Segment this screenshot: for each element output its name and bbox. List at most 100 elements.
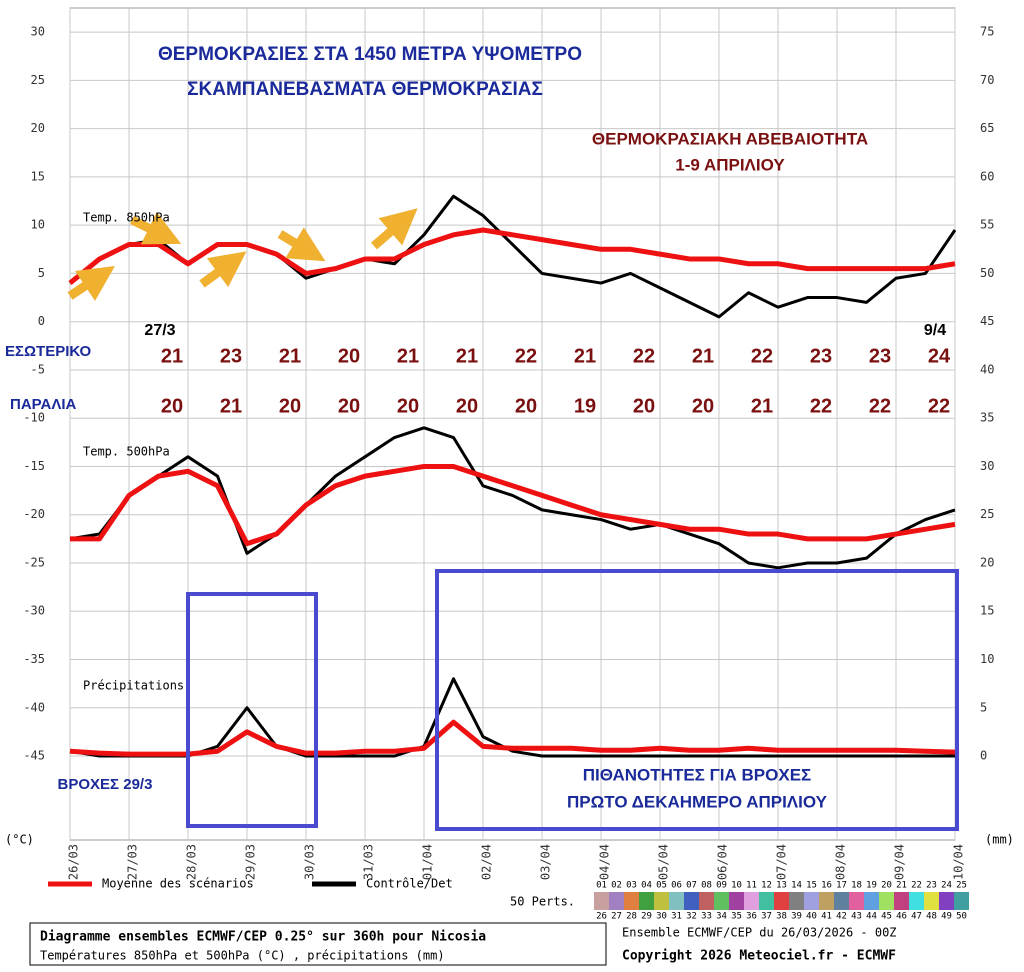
y-tick-label: 15 — [31, 169, 45, 183]
legend-swatch — [939, 901, 954, 910]
footer-text: Ensemble ECMWF/CEP du 26/03/2026 - 00Z — [622, 926, 897, 940]
legend-swatch — [609, 901, 624, 910]
legend-label: 21 — [896, 881, 907, 891]
legend-label: 48 — [926, 912, 937, 922]
y2-tick-label: 45 — [980, 314, 994, 328]
box — [186, 592, 318, 828]
forecast-value: 20 — [515, 395, 537, 417]
arrow — [130, 211, 182, 245]
legend-label: 01 — [596, 881, 607, 891]
y-tick-label: 0 — [38, 314, 45, 328]
legend-swatch — [939, 892, 954, 901]
legend-label: 11 — [746, 881, 757, 891]
y2-tick-label: 35 — [980, 411, 994, 425]
forecast-value: 20 — [692, 395, 714, 417]
highlight-boxes — [186, 569, 959, 831]
perturbation-legend: 01 02 03 04 05 06 07 08 09 10 11 12 13 14 15 16 17 18 19 20… — [594, 881, 969, 922]
y2-tick-label: 70 — [980, 73, 994, 87]
legend-label: 03 — [626, 881, 637, 891]
legend-label: 20 — [881, 881, 892, 891]
legend-label: 25 — [956, 881, 967, 891]
legend-label: 47 — [911, 912, 922, 922]
forecast-value: 21 — [751, 395, 773, 417]
annotation: 1-9 ΑΠΡΙΛΙΟΥ — [675, 155, 785, 174]
legend-swatch — [714, 901, 729, 910]
y-axis-label: (°C) — [5, 833, 34, 847]
y2-tick-label: 50 — [980, 266, 994, 280]
legend-label: 26 — [596, 912, 607, 922]
legend-swatch — [894, 901, 909, 910]
legend-label: 05 — [656, 881, 667, 891]
y-tick-label: -40 — [23, 700, 45, 714]
y-tick-label: 5 — [38, 266, 45, 280]
legend-swatch — [804, 892, 819, 901]
annotation: 27/3 — [144, 322, 175, 339]
legend-swatch — [699, 892, 714, 901]
forecast-value: 22 — [633, 345, 655, 367]
forecast-value: 21 — [456, 345, 478, 367]
legend-swatch — [819, 892, 834, 901]
grid: -45-40-35-30-25-20-15-10-505101520253005… — [23, 7, 994, 880]
legend-label: 46 — [896, 912, 907, 922]
y2-tick-label: 40 — [980, 362, 994, 376]
legend-label: 17 — [836, 881, 847, 891]
series-line — [69, 719, 956, 757]
forecast-value: 21 — [161, 345, 183, 367]
legend-swatch — [849, 892, 864, 901]
legend-swatch — [669, 892, 684, 901]
legend-label: 49 — [941, 912, 952, 922]
legend-label: 30 — [656, 912, 667, 922]
legend-swatch — [789, 892, 804, 901]
legend-label: 29 — [641, 912, 652, 922]
legend-swatch — [744, 892, 759, 901]
series-line — [68, 227, 956, 286]
legend-swatch — [654, 901, 669, 910]
legend-label: 41 — [821, 912, 832, 922]
y-tick-label: 10 — [31, 218, 45, 232]
title: ΘΕΡΜΟΚΡΑΣΙΕΣ ΣΤΑ 1450 ΜΕΤΡΑ ΥΨΟΜΕΤΡΟ — [158, 44, 582, 65]
legend-label: 02 — [611, 881, 622, 891]
x-tick-label: 27/03 — [126, 844, 140, 880]
legend-swatch — [804, 901, 819, 910]
legend-swatch — [789, 901, 804, 910]
legend-swatch — [639, 901, 654, 910]
forecast-value: 22 — [515, 345, 537, 367]
legend-label: 42 — [836, 912, 847, 922]
legend-label: 36 — [746, 912, 757, 922]
forecast-value: 22 — [810, 395, 832, 417]
y2-tick-label: 0 — [980, 749, 987, 763]
y2-tick-label: 60 — [980, 169, 994, 183]
y-tick-label: 20 — [31, 121, 45, 135]
forecast-value: 21 — [279, 345, 301, 367]
legend-label: 22 — [911, 881, 922, 891]
legend-swatch — [909, 901, 924, 910]
legend-swatch — [639, 892, 654, 901]
legend-swatch — [864, 892, 879, 901]
x-tick-label: 03/04 — [539, 844, 553, 880]
x-tick-label: 29/03 — [244, 844, 258, 880]
y-tick-label: -45 — [23, 749, 45, 763]
box — [435, 569, 959, 831]
series-line — [69, 426, 956, 570]
legend-swatch — [744, 901, 759, 910]
forecast-value: 21 — [397, 345, 419, 367]
legend-label: 09 — [716, 881, 727, 891]
arrows — [67, 208, 418, 301]
footer-text: Diagramme ensembles ECMWF/CEP 0.25° sur … — [40, 930, 486, 945]
series-line — [69, 677, 955, 758]
legend-label: 43 — [851, 912, 862, 922]
x-tick-label: 02/04 — [480, 844, 494, 880]
x-tick-label: 26/03 — [67, 844, 81, 880]
y2-tick-label: 15 — [980, 604, 994, 618]
y-tick-label: 30 — [31, 25, 45, 39]
legend-swatch — [729, 892, 744, 901]
x-tick-label: 30/03 — [303, 844, 317, 880]
legend-label: 04 — [641, 881, 652, 891]
legend-label: 38 — [776, 912, 787, 922]
y-tick-label: 25 — [31, 73, 45, 87]
legend-swatch — [759, 892, 774, 901]
legend-swatch — [909, 892, 924, 901]
panel-label: Temp. 500hPa — [83, 445, 170, 459]
legend-swatch — [684, 901, 699, 910]
legend-swatch — [624, 892, 639, 901]
